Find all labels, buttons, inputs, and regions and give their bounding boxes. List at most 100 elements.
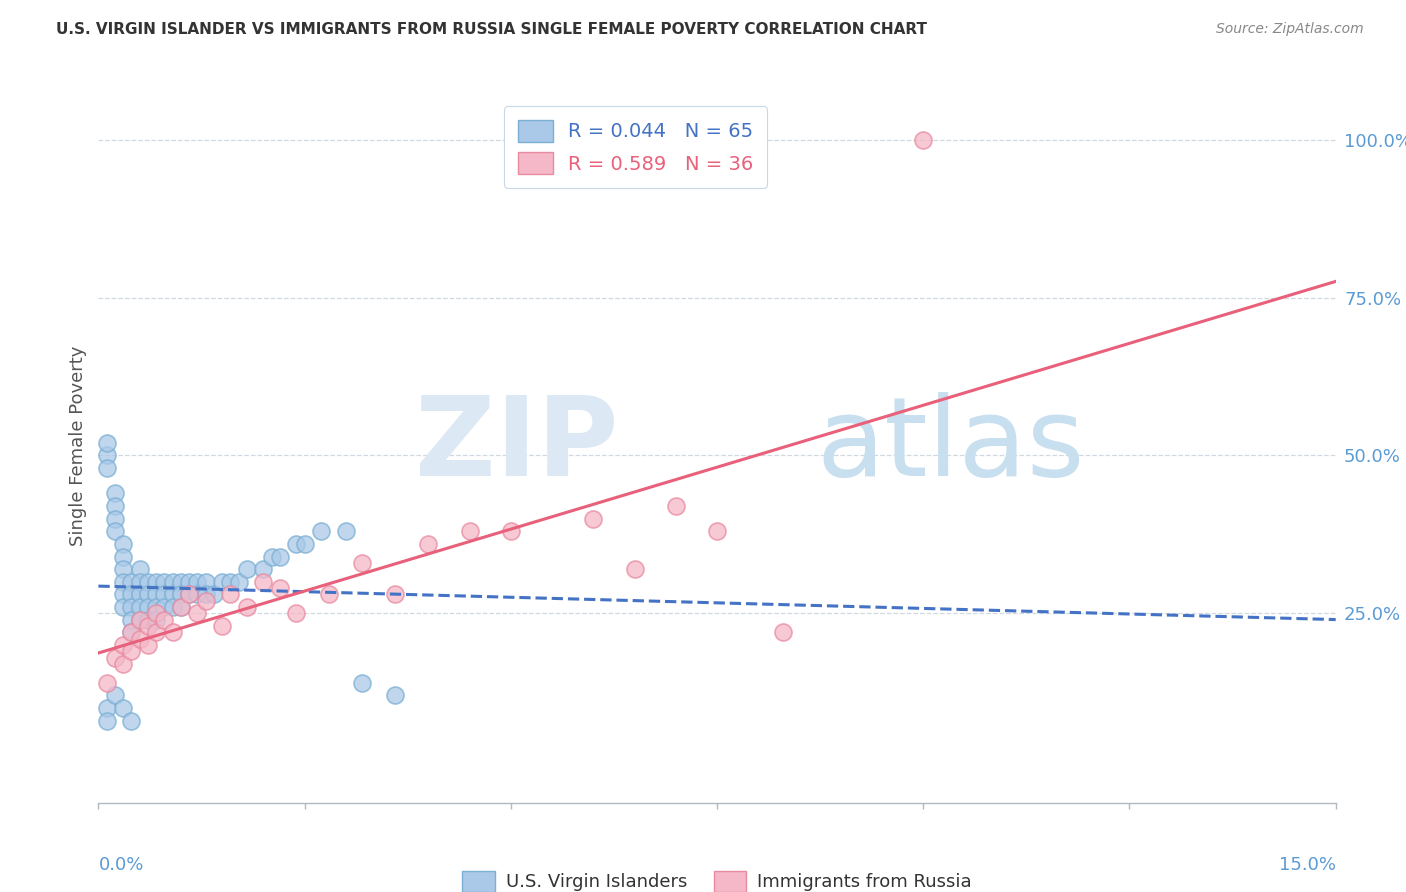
Point: [96, 675, 118, 690]
Point: [252, 562, 274, 576]
Point: [285, 607, 308, 621]
Point: [104, 650, 127, 665]
Point: [96, 449, 118, 463]
Point: [136, 619, 159, 633]
Point: [128, 562, 150, 576]
Point: [145, 613, 167, 627]
Point: [120, 613, 142, 627]
Text: 0.0%: 0.0%: [98, 856, 143, 874]
Point: [318, 587, 340, 601]
Point: [128, 613, 150, 627]
Point: [145, 625, 167, 640]
Point: [384, 587, 406, 601]
Point: [623, 562, 645, 576]
Point: [104, 486, 127, 500]
Point: [104, 524, 127, 539]
Point: [136, 587, 159, 601]
Point: [194, 593, 217, 607]
Point: [112, 701, 135, 715]
Point: [120, 625, 142, 640]
Point: [120, 625, 142, 640]
Point: [179, 574, 201, 589]
Point: [120, 587, 142, 601]
Point: [153, 587, 176, 601]
Point: [179, 587, 201, 601]
Point: [162, 574, 184, 589]
Text: U.S. VIRGIN ISLANDER VS IMMIGRANTS FROM RUSSIA SINGLE FEMALE POVERTY CORRELATION: U.S. VIRGIN ISLANDER VS IMMIGRANTS FROM …: [56, 22, 927, 37]
Point: [170, 587, 193, 601]
Point: [96, 701, 118, 715]
Point: [499, 524, 522, 539]
Point: [170, 600, 193, 615]
Point: [104, 511, 127, 525]
Point: [96, 435, 118, 450]
Point: [104, 689, 127, 703]
Point: [96, 461, 118, 475]
Point: [162, 625, 184, 640]
Point: [309, 524, 332, 539]
Point: [128, 632, 150, 646]
Text: 15.0%: 15.0%: [1278, 856, 1336, 874]
Point: [112, 600, 135, 615]
Point: [145, 574, 167, 589]
Point: [665, 499, 688, 513]
Point: [269, 581, 291, 595]
Point: [236, 600, 259, 615]
Point: [194, 587, 217, 601]
Point: [112, 549, 135, 564]
Point: [269, 549, 291, 564]
Point: [112, 657, 135, 671]
Point: [179, 587, 201, 601]
Point: [352, 556, 374, 570]
Point: [112, 562, 135, 576]
Point: [112, 574, 135, 589]
Point: [418, 537, 440, 551]
Point: [128, 587, 150, 601]
Point: [136, 574, 159, 589]
Text: Source: ZipAtlas.com: Source: ZipAtlas.com: [1216, 22, 1364, 37]
Point: [128, 613, 150, 627]
Point: [96, 714, 118, 728]
Point: [120, 600, 142, 615]
Point: [335, 524, 357, 539]
Point: [706, 524, 728, 539]
Point: [112, 587, 135, 601]
Point: [211, 619, 233, 633]
Point: [294, 537, 316, 551]
Point: [260, 549, 283, 564]
Point: [252, 574, 274, 589]
Point: [285, 537, 308, 551]
Point: [136, 638, 159, 652]
Point: [186, 574, 208, 589]
Point: [211, 574, 233, 589]
Point: [186, 587, 208, 601]
Point: [202, 587, 225, 601]
Point: [112, 638, 135, 652]
Text: atlas: atlas: [815, 392, 1084, 500]
Point: [162, 587, 184, 601]
Point: [104, 499, 127, 513]
Point: [145, 587, 167, 601]
Y-axis label: Single Female Poverty: Single Female Poverty: [69, 346, 87, 546]
Point: [145, 607, 167, 621]
Point: [194, 574, 217, 589]
Point: [120, 574, 142, 589]
Point: [582, 511, 605, 525]
Point: [236, 562, 259, 576]
Point: [772, 625, 794, 640]
Point: [120, 644, 142, 658]
Point: [170, 600, 193, 615]
Point: [128, 600, 150, 615]
Point: [384, 689, 406, 703]
Point: [170, 574, 193, 589]
Point: [219, 587, 242, 601]
Text: ZIP: ZIP: [415, 392, 619, 500]
Point: [458, 524, 481, 539]
Point: [352, 675, 374, 690]
Point: [219, 574, 242, 589]
Legend: U.S. Virgin Islanders, Immigrants from Russia: U.S. Virgin Islanders, Immigrants from R…: [453, 862, 981, 892]
Point: [136, 613, 159, 627]
Point: [153, 574, 176, 589]
Point: [112, 537, 135, 551]
Point: [136, 600, 159, 615]
